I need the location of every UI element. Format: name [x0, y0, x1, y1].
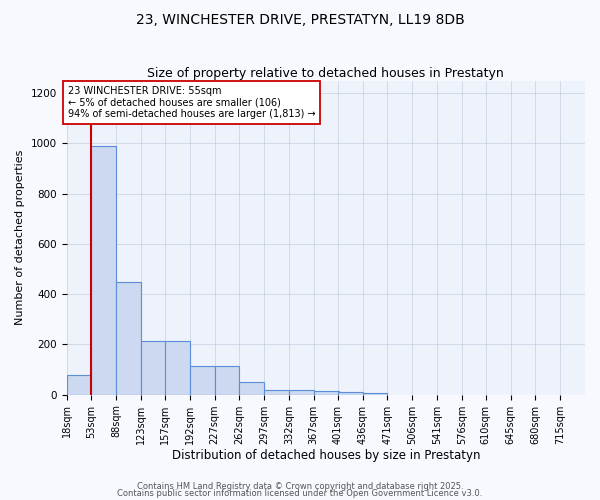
Bar: [141, 340, 166, 394]
Bar: [338, 392, 362, 394]
Text: Contains HM Land Registry data © Crown copyright and database right 2025.: Contains HM Land Registry data © Crown c…: [137, 482, 463, 491]
Bar: [264, 390, 289, 394]
Bar: [67, 374, 91, 394]
Bar: [91, 146, 116, 394]
Text: 23 WINCHESTER DRIVE: 55sqm
← 5% of detached houses are smaller (106)
94% of semi: 23 WINCHESTER DRIVE: 55sqm ← 5% of detac…: [68, 86, 316, 119]
Title: Size of property relative to detached houses in Prestatyn: Size of property relative to detached ho…: [148, 66, 504, 80]
Bar: [215, 366, 239, 394]
Y-axis label: Number of detached properties: Number of detached properties: [15, 150, 25, 326]
Text: 23, WINCHESTER DRIVE, PRESTATYN, LL19 8DB: 23, WINCHESTER DRIVE, PRESTATYN, LL19 8D…: [136, 12, 464, 26]
Bar: [165, 340, 190, 394]
X-axis label: Distribution of detached houses by size in Prestatyn: Distribution of detached houses by size …: [172, 450, 480, 462]
Bar: [190, 366, 215, 394]
Bar: [289, 390, 314, 394]
Bar: [116, 282, 141, 395]
Bar: [314, 391, 338, 394]
Text: Contains public sector information licensed under the Open Government Licence v3: Contains public sector information licen…: [118, 490, 482, 498]
Bar: [239, 382, 264, 394]
